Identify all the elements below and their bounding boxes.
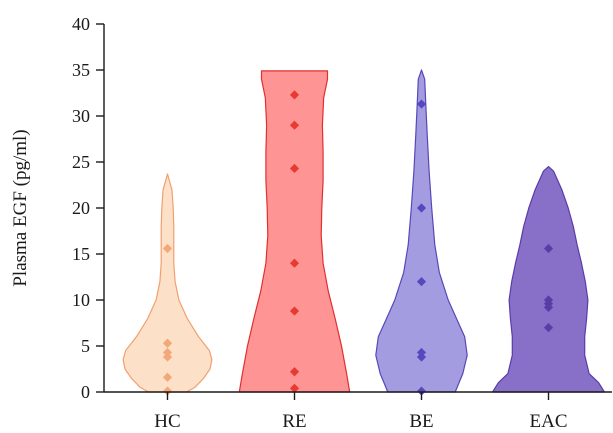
data-point-re: [289, 163, 300, 174]
data-point-be: [416, 203, 427, 213]
y-axis-title: Plasma EGF (pg/ml): [10, 129, 31, 286]
data-point-eac: [543, 243, 554, 254]
y-tick-label: 25: [72, 152, 90, 172]
x-tick-label-hc: HC: [154, 411, 180, 432]
y-tick-label: 20: [72, 198, 90, 218]
data-point-re: [289, 306, 300, 316]
data-point-be: [416, 99, 427, 109]
y-ticks: 0 5 10 15 20 25 30 35 40: [72, 14, 104, 402]
x-tick-label-re: RE: [282, 411, 306, 432]
x-tick-label-be: BE: [409, 411, 433, 432]
y-tick-label: 0: [81, 382, 90, 402]
x-ticks: HC RE BE EAC: [154, 392, 568, 432]
points-layer: [162, 90, 554, 396]
y-tick-label: 10: [72, 290, 90, 310]
data-point-eac: [543, 323, 554, 333]
y-tick-label: 40: [72, 14, 90, 34]
data-point-re: [289, 367, 300, 377]
data-point-be: [416, 277, 427, 287]
data-point-hc: [162, 352, 173, 362]
data-point-re: [289, 120, 300, 130]
data-point-re: [289, 383, 300, 393]
violin-hc: [122, 173, 213, 393]
y-tick-label: 30: [72, 106, 90, 126]
data-point-hc: [162, 243, 173, 254]
data-point-hc: [162, 386, 173, 396]
y-tick-label: 5: [81, 336, 90, 356]
y-tick-label: 35: [72, 60, 90, 80]
violin-eac: [492, 166, 605, 393]
violin-be: [375, 69, 468, 393]
violin-re: [238, 70, 351, 393]
x-tick-label-eac: EAC: [530, 411, 568, 432]
violins-layer: [122, 69, 605, 393]
data-point-be: [416, 386, 427, 396]
data-point-re: [289, 90, 300, 100]
y-tick-label: 15: [72, 244, 90, 264]
data-point-re: [289, 258, 300, 268]
data-point-be: [416, 352, 427, 362]
data-point-hc: [162, 338, 173, 348]
data-point-hc: [162, 372, 173, 382]
data-point-eac: [543, 302, 554, 312]
